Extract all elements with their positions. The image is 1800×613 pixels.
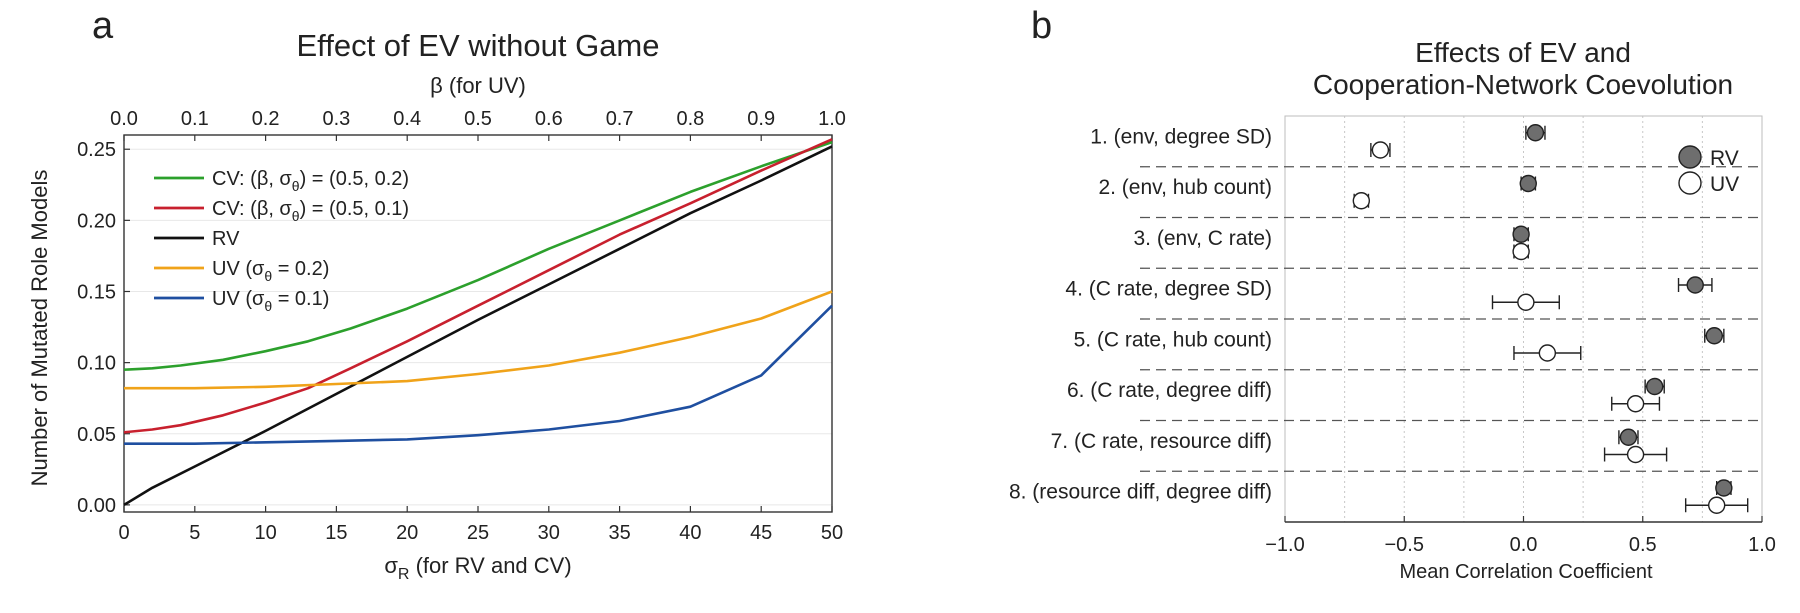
x-tick-label-1: 5: [189, 522, 200, 544]
b-x-tick-label-3: 0.5: [1629, 534, 1657, 556]
x2-tick-label-0: 0.0: [110, 108, 138, 130]
legend-label-rv: RV: [212, 228, 240, 250]
b-x-tick-label-0: −1.0: [1265, 534, 1304, 556]
x-tick-label-4: 20: [396, 522, 418, 544]
panel-b-x-axis-label: Mean Correlation Coefficient: [1399, 561, 1653, 583]
series-uv-01-line: [124, 304, 833, 446]
b-x-tick-label-1: −0.5: [1385, 534, 1424, 556]
legend-label-uv02: UV (σθ = 0.2): [212, 258, 329, 284]
point-uv-5: [1538, 344, 1557, 362]
legend-label-cv02: CV: (β, σθ) = (0.5, 0.2): [212, 168, 409, 194]
x2-tick-label-5: 0.5: [464, 108, 492, 130]
legend-label-cv01: CV: (β, σθ) = (0.5, 0.1): [212, 198, 409, 224]
point-rv-7: [1619, 428, 1638, 446]
x2-tick-label-2: 0.2: [252, 108, 280, 130]
point-rv-6: [1645, 377, 1664, 396]
point-uv-3: [1512, 242, 1530, 261]
y-tick-label-5: 0.25: [77, 139, 116, 161]
b-x-tick-label-2: 0.0: [1510, 534, 1538, 556]
point-uv-8: [1707, 496, 1726, 514]
point-uv-4: [1517, 293, 1535, 311]
point-rv-2: [1519, 174, 1537, 193]
panel-a-y-axis-label: Number of Mutated Role Models: [27, 170, 52, 487]
row-label-1: 1. (env, degree SD): [1090, 125, 1272, 148]
x-tick-label-0: 0: [118, 522, 129, 544]
y-tick-label-4: 0.20: [77, 210, 116, 232]
series-uv-02-line: [124, 290, 833, 390]
panel-b-plot: −1.0 −0.5 0.0 0.5 1.0 1. (env, degree SD) 2. (…: [1009, 115, 1776, 556]
x2-tick-label-8: 0.8: [676, 108, 704, 130]
legend-marker-rv: [1678, 145, 1702, 169]
panel-a-plot: 0.000.050.100.150.200.250 5 10 15 20 25 30 35 40…: [77, 108, 846, 544]
series-cv-02-line: [123, 140, 833, 371]
row-label-6: 6. (C rate, degree diff): [1067, 379, 1272, 402]
legend-label-uv01: UV (σθ = 0.1): [212, 288, 329, 314]
y-tick-label-3: 0.15: [77, 281, 116, 303]
x-tick-label-7: 35: [608, 522, 630, 544]
row-label-3: 3. (env, C rate): [1134, 227, 1273, 250]
legend-label-rv: RV: [1710, 147, 1739, 170]
x-tick-label-10: 50: [821, 522, 843, 544]
point-uv-2: [1352, 192, 1371, 210]
x-tick-label-3: 15: [325, 522, 347, 544]
point-rv-8: [1715, 479, 1733, 497]
x2-tick-label-9: 0.9: [747, 108, 775, 130]
row-label-7: 7. (C rate, resource diff): [1051, 430, 1272, 453]
legend-marker-uv: [1678, 171, 1702, 195]
y-tick-label-1: 0.05: [77, 424, 116, 446]
x2-tick-label-1: 0.1: [181, 108, 209, 130]
x2-tick-label-6: 0.6: [535, 108, 563, 130]
point-uv-7: [1626, 445, 1645, 464]
panel-b-title-line-2: Cooperation-Network Coevolution: [1313, 69, 1733, 100]
series-rv-line: [123, 145, 833, 507]
x2-tick-label-7: 0.7: [606, 108, 634, 130]
row-label-2: 2. (env, hub count): [1098, 176, 1272, 199]
point-rv-4: [1686, 276, 1704, 294]
panel-b-title-line-1: Effects of EV and: [1415, 37, 1631, 68]
x-tick-label-2: 10: [254, 522, 276, 544]
point-rv-3: [1512, 225, 1530, 243]
x2-tick-label-3: 0.3: [322, 108, 350, 130]
row-label-4: 4. (C rate, degree SD): [1065, 278, 1272, 301]
panel-a-frame: [123, 134, 833, 513]
panel-a-top-axis-label: β (for UV): [430, 73, 526, 98]
x-tick-label-6: 30: [538, 522, 560, 544]
panel-b-letter: b: [1031, 5, 1052, 47]
panel-a-title: Effect of EV without Game: [297, 28, 660, 63]
b-x-tick-label-4: 1.0: [1748, 534, 1776, 556]
row-label-5: 5. (C rate, hub count): [1074, 328, 1272, 351]
point-uv-1: [1371, 141, 1390, 159]
legend-label-uv: UV: [1710, 173, 1739, 196]
panel-a-legend: CV: (β, σθ) = (0.5, 0.2) CV: (β, σθ) = (0…: [154, 168, 409, 314]
panel-a-x-axis-label: σR (for RV and CV): [384, 553, 571, 583]
row-label-8: 8. (resource diff, degree diff): [1009, 481, 1272, 504]
x2-tick-label-4: 0.4: [393, 108, 421, 130]
panel-a-letter: a: [92, 5, 114, 47]
point-rv-5: [1705, 327, 1724, 345]
x2-tick-label-10: 1.0: [818, 108, 846, 130]
x-tick-label-8: 40: [679, 522, 701, 544]
y-tick-label-2: 0.10: [77, 353, 116, 375]
x-tick-label-9: 45: [750, 522, 772, 544]
y-tick-label-0: 0.00: [77, 495, 116, 517]
x-tick-label-5: 25: [467, 522, 489, 544]
point-rv-1: [1526, 124, 1545, 142]
series-cv-01-line: [123, 138, 833, 434]
point-uv-6: [1626, 395, 1645, 413]
